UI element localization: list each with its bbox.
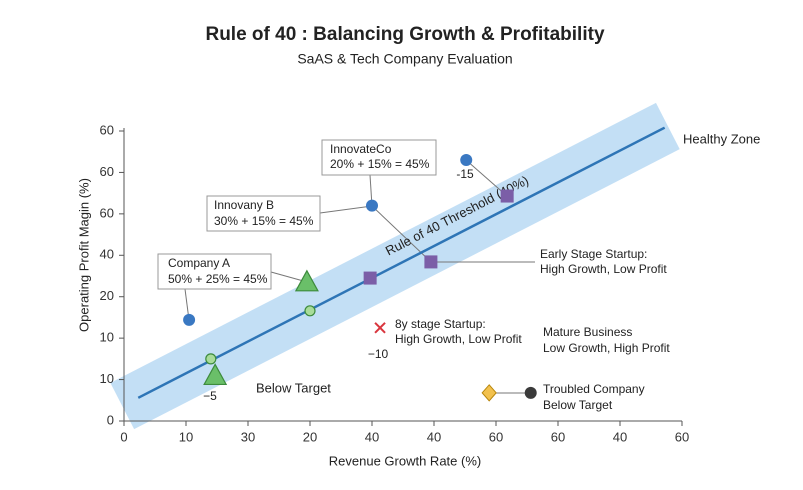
x-axis-label: Revenue Growth Rate (%)	[329, 453, 481, 468]
y-tick-label: 0	[107, 412, 114, 427]
annotation: Below Target	[543, 398, 613, 412]
y-tick-label: 10	[100, 371, 114, 386]
annotation: Innovany B	[214, 198, 274, 212]
x-tick-label: 60	[551, 429, 565, 444]
point	[374, 322, 386, 334]
x-tick-label: 10	[179, 429, 193, 444]
annotation: High Growth, Low Profit	[395, 332, 522, 346]
chart-subtitle: SaAS & Tech Company Evaluation	[297, 51, 512, 67]
annotation: Early Stage Startup:	[540, 247, 647, 261]
point	[481, 384, 497, 402]
annotation: 20% + 15% = 45%	[330, 157, 430, 171]
annotation-box	[321, 139, 437, 176]
annotation: Company A	[168, 256, 230, 270]
annotation: Mature Business	[543, 325, 632, 339]
point	[524, 386, 537, 399]
annotation: Low Growth, High Profit	[543, 341, 670, 355]
y-tick-label: 60	[100, 164, 114, 179]
annotation: Healthy Zone	[683, 131, 760, 146]
x-tick-label: 40	[613, 429, 627, 444]
annotation-box	[206, 195, 321, 232]
annotation: Troubled Company	[543, 382, 645, 396]
point	[203, 363, 228, 386]
annotation: InnovateCo	[330, 142, 392, 156]
x-tick-label: 40	[365, 429, 379, 444]
y-tick-label: 60	[100, 122, 114, 137]
annotation: Below Target	[256, 380, 331, 395]
y-tick-label: 60	[100, 205, 114, 220]
annotation: -15	[456, 167, 474, 181]
y-tick-label: 10	[100, 330, 114, 345]
point	[366, 199, 378, 212]
x-tick-label: 40	[427, 429, 441, 444]
point	[304, 305, 316, 317]
y-axis-label: Operating Profit Magin (%)	[76, 178, 91, 332]
annotation: 50% + 25% = 45%	[168, 272, 268, 286]
leader-line	[465, 159, 508, 197]
point	[424, 255, 438, 269]
x-tick-label: 60	[489, 429, 503, 444]
point	[294, 269, 319, 292]
point	[460, 154, 473, 166]
annotation: 30% + 15% = 45%	[214, 214, 314, 228]
annotation-box	[157, 253, 272, 290]
x-tick-label: 0	[120, 429, 127, 444]
annotation: −10	[368, 347, 389, 361]
y-tick-label: 40	[100, 247, 114, 262]
point	[183, 313, 196, 326]
leader-line	[319, 205, 535, 263]
annotation: 8y stage Startup:	[395, 317, 486, 331]
x-tick-label: 20	[303, 429, 317, 444]
chart-title: Rule of 40 : Balancing Growth & Profitab…	[205, 24, 604, 45]
point	[500, 189, 514, 203]
threshold-line	[137, 126, 666, 399]
x-tick-label: 30	[241, 429, 255, 444]
point	[205, 353, 217, 365]
annotation: High Growth, Low Profit	[540, 262, 667, 276]
annotation: −5	[203, 389, 217, 403]
x-tick-label: 60	[675, 429, 689, 444]
point	[363, 271, 377, 285]
y-tick-label: 20	[100, 288, 114, 303]
